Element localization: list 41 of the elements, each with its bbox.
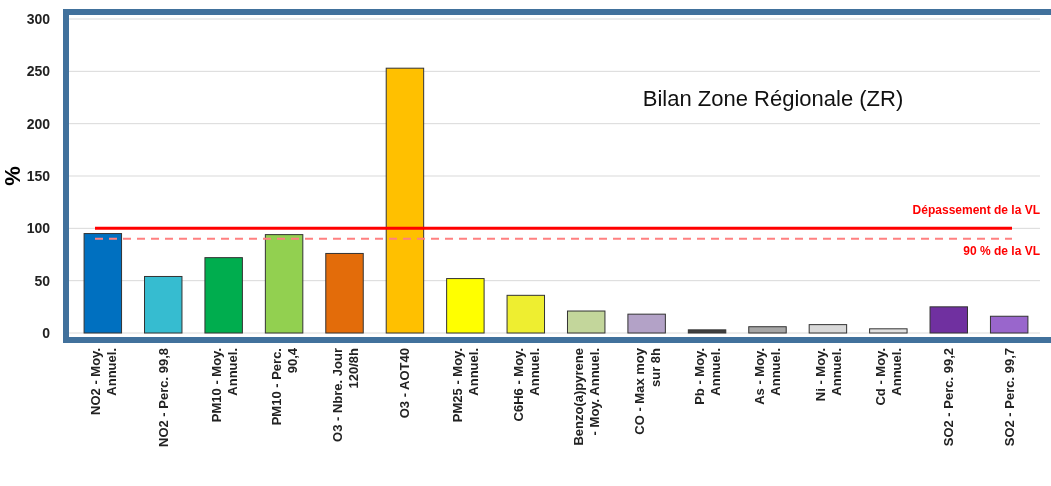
y-axis-title: % <box>0 166 25 186</box>
y-tick-label: 50 <box>34 272 51 289</box>
bar <box>264 234 304 334</box>
x-tick-label: PM10 - Perc. 90,4 <box>269 347 301 426</box>
x-tick-label: NO2 - Moy. Annuel. <box>87 348 119 415</box>
x-tick-label: C6H6 - Moy. Annuel. <box>510 348 542 422</box>
bar <box>687 329 727 334</box>
x-tick-label: Ni - Moy. Annuel. <box>812 348 844 402</box>
bar <box>83 233 123 334</box>
x-tick-label: SO2 - Perc. 99,7 <box>1001 348 1017 447</box>
x-tick-label: Pb - Moy. Annuel. <box>692 348 724 405</box>
bar <box>385 67 425 334</box>
bar <box>506 294 546 334</box>
bar <box>144 275 183 334</box>
bar <box>566 310 606 334</box>
text: Bilan Zone Régionale (ZR) <box>642 86 904 111</box>
bar <box>204 257 243 334</box>
x-tick-label: NO2 - Perc. 99,8 <box>155 348 171 447</box>
bar <box>325 252 364 334</box>
y-tick-label: 150 <box>26 167 51 184</box>
x-tick-label: PM10 - Moy. Annuel. <box>208 348 240 423</box>
x-tick-label: O3 - Nbre. Jour 120/8h <box>329 347 361 442</box>
x-tick-label: PM25 - Moy. Annuel. <box>450 348 482 423</box>
x-tick-label: CO - Max moy sur 8h <box>631 347 663 435</box>
x-tick-label: SO2 - Perc. 99,2 <box>941 348 957 447</box>
bar <box>748 326 787 334</box>
y-tick-label: 200 <box>26 115 51 132</box>
bar <box>989 315 1029 334</box>
y-tick-label: 300 <box>26 10 51 27</box>
x-tick-label: O3 - AOT40 <box>397 348 413 419</box>
x-tick-label: As - Moy. Annuel. <box>752 348 784 405</box>
x-tick-label: Cd - Moy. Annuel. <box>873 348 905 406</box>
y-tick-label: 250 <box>26 63 51 80</box>
bar <box>446 278 485 334</box>
bar <box>929 306 968 334</box>
bar <box>627 313 666 334</box>
ref-line-label: 90 % de la VL <box>963 243 1040 258</box>
x-tick-label: Benzo(a)pyrene - Moy. Annuel. <box>571 348 603 446</box>
y-tick-label: 100 <box>26 220 51 237</box>
y-tick-label: 0 <box>42 324 51 341</box>
ref-line-label: Dépassement de la VL <box>912 203 1040 218</box>
